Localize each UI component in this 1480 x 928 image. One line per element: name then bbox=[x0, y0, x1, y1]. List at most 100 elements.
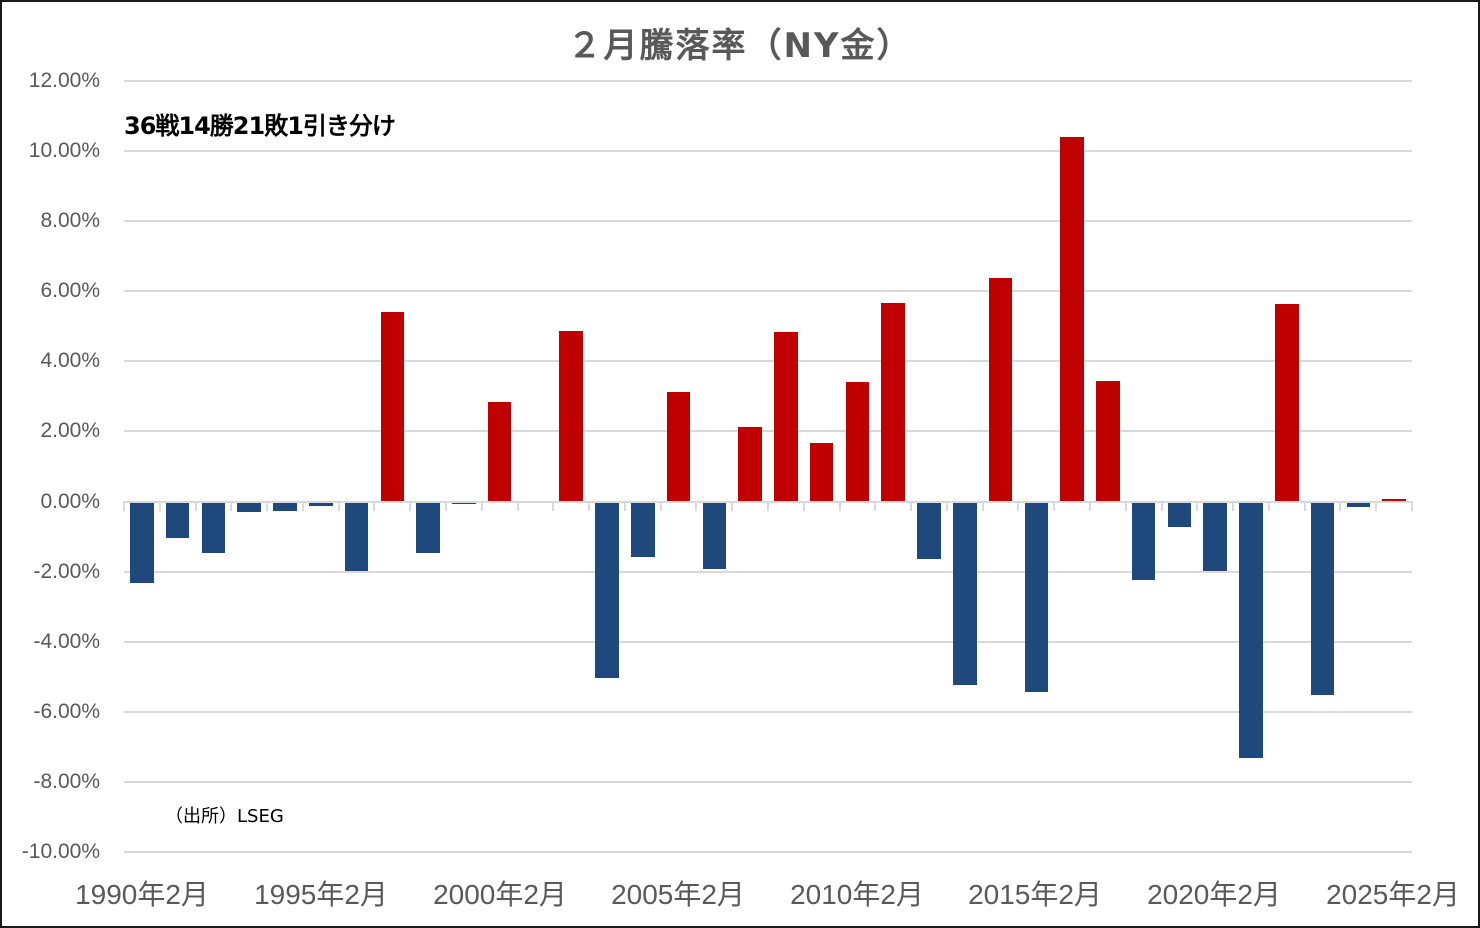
y-axis-tick-label: 6.00% bbox=[40, 279, 100, 302]
x-axis-tick bbox=[910, 502, 913, 511]
x-axis-tick-label: 2010年2月 bbox=[790, 879, 924, 910]
x-axis-tick-label: 1995年2月 bbox=[254, 879, 388, 910]
x-axis-tick bbox=[659, 502, 662, 511]
x-axis-tick bbox=[1017, 502, 1020, 511]
gridline bbox=[124, 851, 1412, 853]
bar-2009年2月 bbox=[809, 442, 834, 502]
bar-1990年2月 bbox=[130, 502, 154, 584]
bar-1996年2月 bbox=[344, 502, 369, 571]
bar-2000年2月 bbox=[487, 401, 512, 502]
bar-1998年2月 bbox=[416, 502, 440, 554]
x-axis-tick bbox=[838, 502, 841, 511]
x-axis-tick-label: 2025年2月 bbox=[1326, 879, 1460, 910]
gridline bbox=[124, 80, 1412, 82]
gridline bbox=[124, 360, 1412, 362]
bar-1994年2月 bbox=[273, 502, 297, 511]
x-axis-tick bbox=[1089, 502, 1091, 511]
x-axis-tick-label: 1990年2月 bbox=[75, 879, 209, 910]
x-axis-tick bbox=[194, 502, 197, 511]
bar-2025年2月 bbox=[1382, 499, 1406, 502]
x-axis-tick-label: 2015年2月 bbox=[968, 879, 1102, 910]
x-axis-tick bbox=[588, 502, 591, 511]
bar-2015年2月 bbox=[1024, 502, 1049, 693]
x-axis-tick bbox=[1196, 502, 1199, 511]
x-axis-tick bbox=[945, 502, 948, 511]
bar-2014年2月 bbox=[988, 277, 1013, 502]
bar-2003年2月 bbox=[595, 502, 619, 679]
y-axis-tick-label: 0.00% bbox=[40, 490, 100, 513]
x-axis-tick bbox=[623, 502, 626, 511]
win-loss-annotation: 36戦14勝21敗1引き分け bbox=[124, 112, 396, 140]
x-axis-tick bbox=[516, 502, 519, 511]
x-axis-tick-label: 2000年2月 bbox=[433, 879, 567, 910]
gridline bbox=[124, 641, 1412, 643]
bar-1991年2月 bbox=[165, 502, 190, 538]
y-axis-tick-label: 2.00% bbox=[40, 419, 100, 442]
gridline bbox=[124, 781, 1412, 783]
y-axis-tick-label: -10.00% bbox=[21, 840, 100, 863]
x-axis-tick bbox=[123, 502, 125, 511]
y-axis-tick-label: 10.00% bbox=[28, 139, 100, 162]
bar-1997年2月 bbox=[380, 311, 405, 502]
x-axis-tick bbox=[445, 502, 447, 511]
x-axis-tick bbox=[301, 502, 304, 511]
x-axis-tick bbox=[337, 502, 340, 511]
y-axis-tick-label: 8.00% bbox=[40, 209, 100, 232]
bar-1992年2月 bbox=[201, 502, 226, 554]
bar-2020年2月 bbox=[1203, 502, 1228, 571]
x-axis-tick bbox=[1053, 502, 1056, 511]
gridline bbox=[124, 150, 1412, 152]
bar-2007年2月 bbox=[738, 426, 762, 502]
gridline bbox=[124, 430, 1412, 432]
bar-1993年2月 bbox=[237, 502, 262, 512]
x-axis-tick bbox=[981, 502, 984, 511]
bar-1995年2月 bbox=[308, 502, 333, 506]
x-axis-tick bbox=[731, 502, 734, 511]
bar-2012年2月 bbox=[917, 502, 941, 560]
bar-2017年2月 bbox=[1096, 380, 1120, 502]
chart-title: ２月騰落率（NY金） bbox=[567, 26, 913, 66]
bar-2005年2月 bbox=[666, 391, 691, 502]
x-axis-tick bbox=[373, 502, 376, 511]
x-axis-tick bbox=[1339, 502, 1342, 511]
bar-2016年2月 bbox=[1060, 137, 1084, 502]
x-axis-tick bbox=[802, 502, 805, 511]
x-axis-tick bbox=[552, 502, 555, 511]
x-axis-tick bbox=[480, 502, 483, 511]
x-axis-tick bbox=[767, 502, 769, 511]
x-axis-tick bbox=[1375, 502, 1378, 511]
y-axis-tick-label: -4.00% bbox=[33, 630, 100, 653]
x-axis-tick bbox=[266, 502, 269, 511]
x-axis-tick bbox=[1267, 502, 1270, 511]
bar-2022年2月 bbox=[1274, 303, 1299, 502]
x-axis-tick bbox=[1303, 502, 1306, 511]
x-axis-tick bbox=[1232, 502, 1235, 511]
y-axis-tick-label: -8.00% bbox=[33, 770, 100, 793]
x-axis-tick bbox=[1124, 502, 1127, 511]
gridline bbox=[124, 220, 1412, 222]
y-axis-tick-label: -2.00% bbox=[33, 560, 100, 583]
bar-2002年2月 bbox=[559, 330, 584, 502]
x-axis-tick-label: 2005年2月 bbox=[611, 879, 745, 910]
x-axis-tick bbox=[695, 502, 698, 511]
bar-2004年2月 bbox=[630, 502, 655, 557]
bar-1999年2月 bbox=[452, 502, 476, 505]
x-axis-tick bbox=[1160, 502, 1163, 511]
bar-2011年2月 bbox=[881, 302, 906, 502]
source-note: （出所）LSEG bbox=[165, 806, 284, 827]
bar-2018年2月 bbox=[1131, 502, 1156, 581]
bar-2024年2月 bbox=[1346, 502, 1371, 508]
gridline bbox=[124, 290, 1412, 292]
bar-2021年2月 bbox=[1239, 502, 1263, 759]
bar-2006年2月 bbox=[702, 502, 727, 570]
bar-2008年2月 bbox=[774, 331, 798, 502]
x-axis-tick bbox=[1411, 502, 1413, 511]
y-axis-tick-label: 4.00% bbox=[40, 349, 100, 372]
x-axis-tick bbox=[874, 502, 877, 511]
y-axis-tick-label: 12.00% bbox=[28, 69, 100, 92]
gridline bbox=[124, 571, 1412, 573]
bar-2010年2月 bbox=[845, 381, 870, 502]
x-axis-tick-label: 2020年2月 bbox=[1147, 879, 1281, 910]
bar-2013年2月 bbox=[952, 502, 977, 686]
bar-2023年2月 bbox=[1310, 502, 1335, 696]
